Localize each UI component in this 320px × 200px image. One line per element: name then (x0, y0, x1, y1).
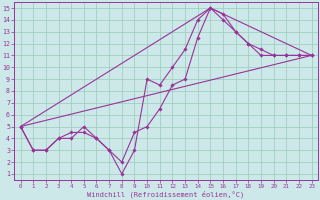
X-axis label: Windchill (Refroidissement éolien,°C): Windchill (Refroidissement éolien,°C) (87, 190, 245, 198)
